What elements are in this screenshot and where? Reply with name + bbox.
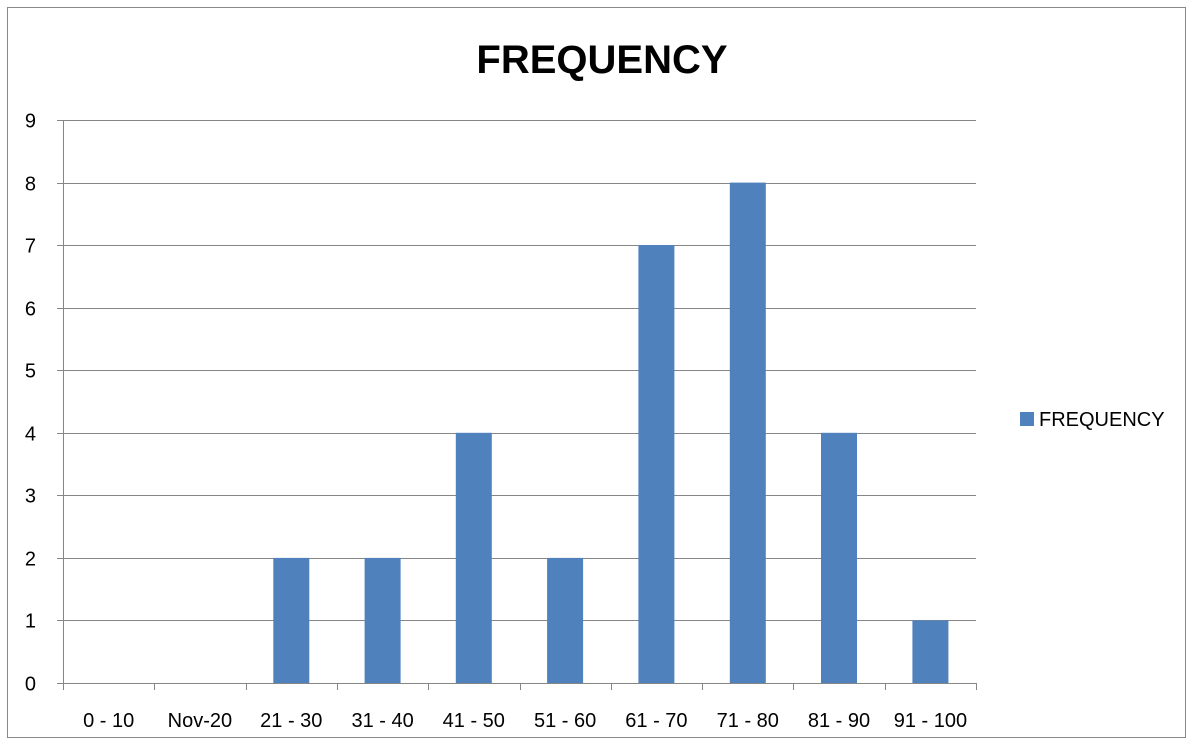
x-tick-label: 21 - 30 [260,710,322,732]
legend-label: FREQUENCY [1039,409,1165,431]
axes [57,120,977,690]
x-tick-label: 41 - 50 [443,710,505,732]
bar-31-40 [364,557,401,683]
x-tick-label: 51 - 60 [534,710,596,732]
chart-area [7,7,1186,738]
x-tick-label: 0 - 10 [83,710,134,732]
y-tick-label: 5 [25,361,36,383]
x-axis-tick-labels: 0 - 10 Nov-20 21 - 30 31 - 40 41 - 50 51 - 60… [83,710,967,732]
bar-81-90 [821,432,857,683]
y-tick-label: 0 [25,674,36,696]
bar-71-80 [729,182,766,683]
x-tick-label: 81 - 90 [808,710,870,732]
chart-title: FREQUENCY [476,38,727,82]
x-tick-label: 31 - 40 [351,710,413,732]
bars [273,182,949,683]
y-tick-label: 6 [25,299,36,321]
x-tick-label: 91 - 100 [894,710,967,732]
y-tick-label: 3 [25,486,36,508]
y-tick-label: 4 [25,424,36,446]
y-axis-tick-labels: 0 1 2 3 4 5 6 7 8 9 [25,111,36,696]
y-tick-label: 9 [25,111,36,133]
y-tick-label: 8 [25,174,36,196]
y-tick-label: 1 [25,611,36,633]
x-tick-label: 71 - 80 [717,710,779,732]
y-tick-label: 2 [25,549,36,571]
bar-41-50 [455,432,492,683]
legend-swatch [1020,412,1034,426]
x-tick-label: Nov-20 [168,710,232,732]
x-tick-label: 61 - 70 [625,710,687,732]
legend: FREQUENCY [1020,409,1165,431]
bar-61-70 [638,245,675,683]
bar-91-100 [912,620,949,683]
bar-21-30 [273,557,310,683]
bar-51-60 [547,557,584,683]
y-tick-label: 7 [25,236,36,258]
